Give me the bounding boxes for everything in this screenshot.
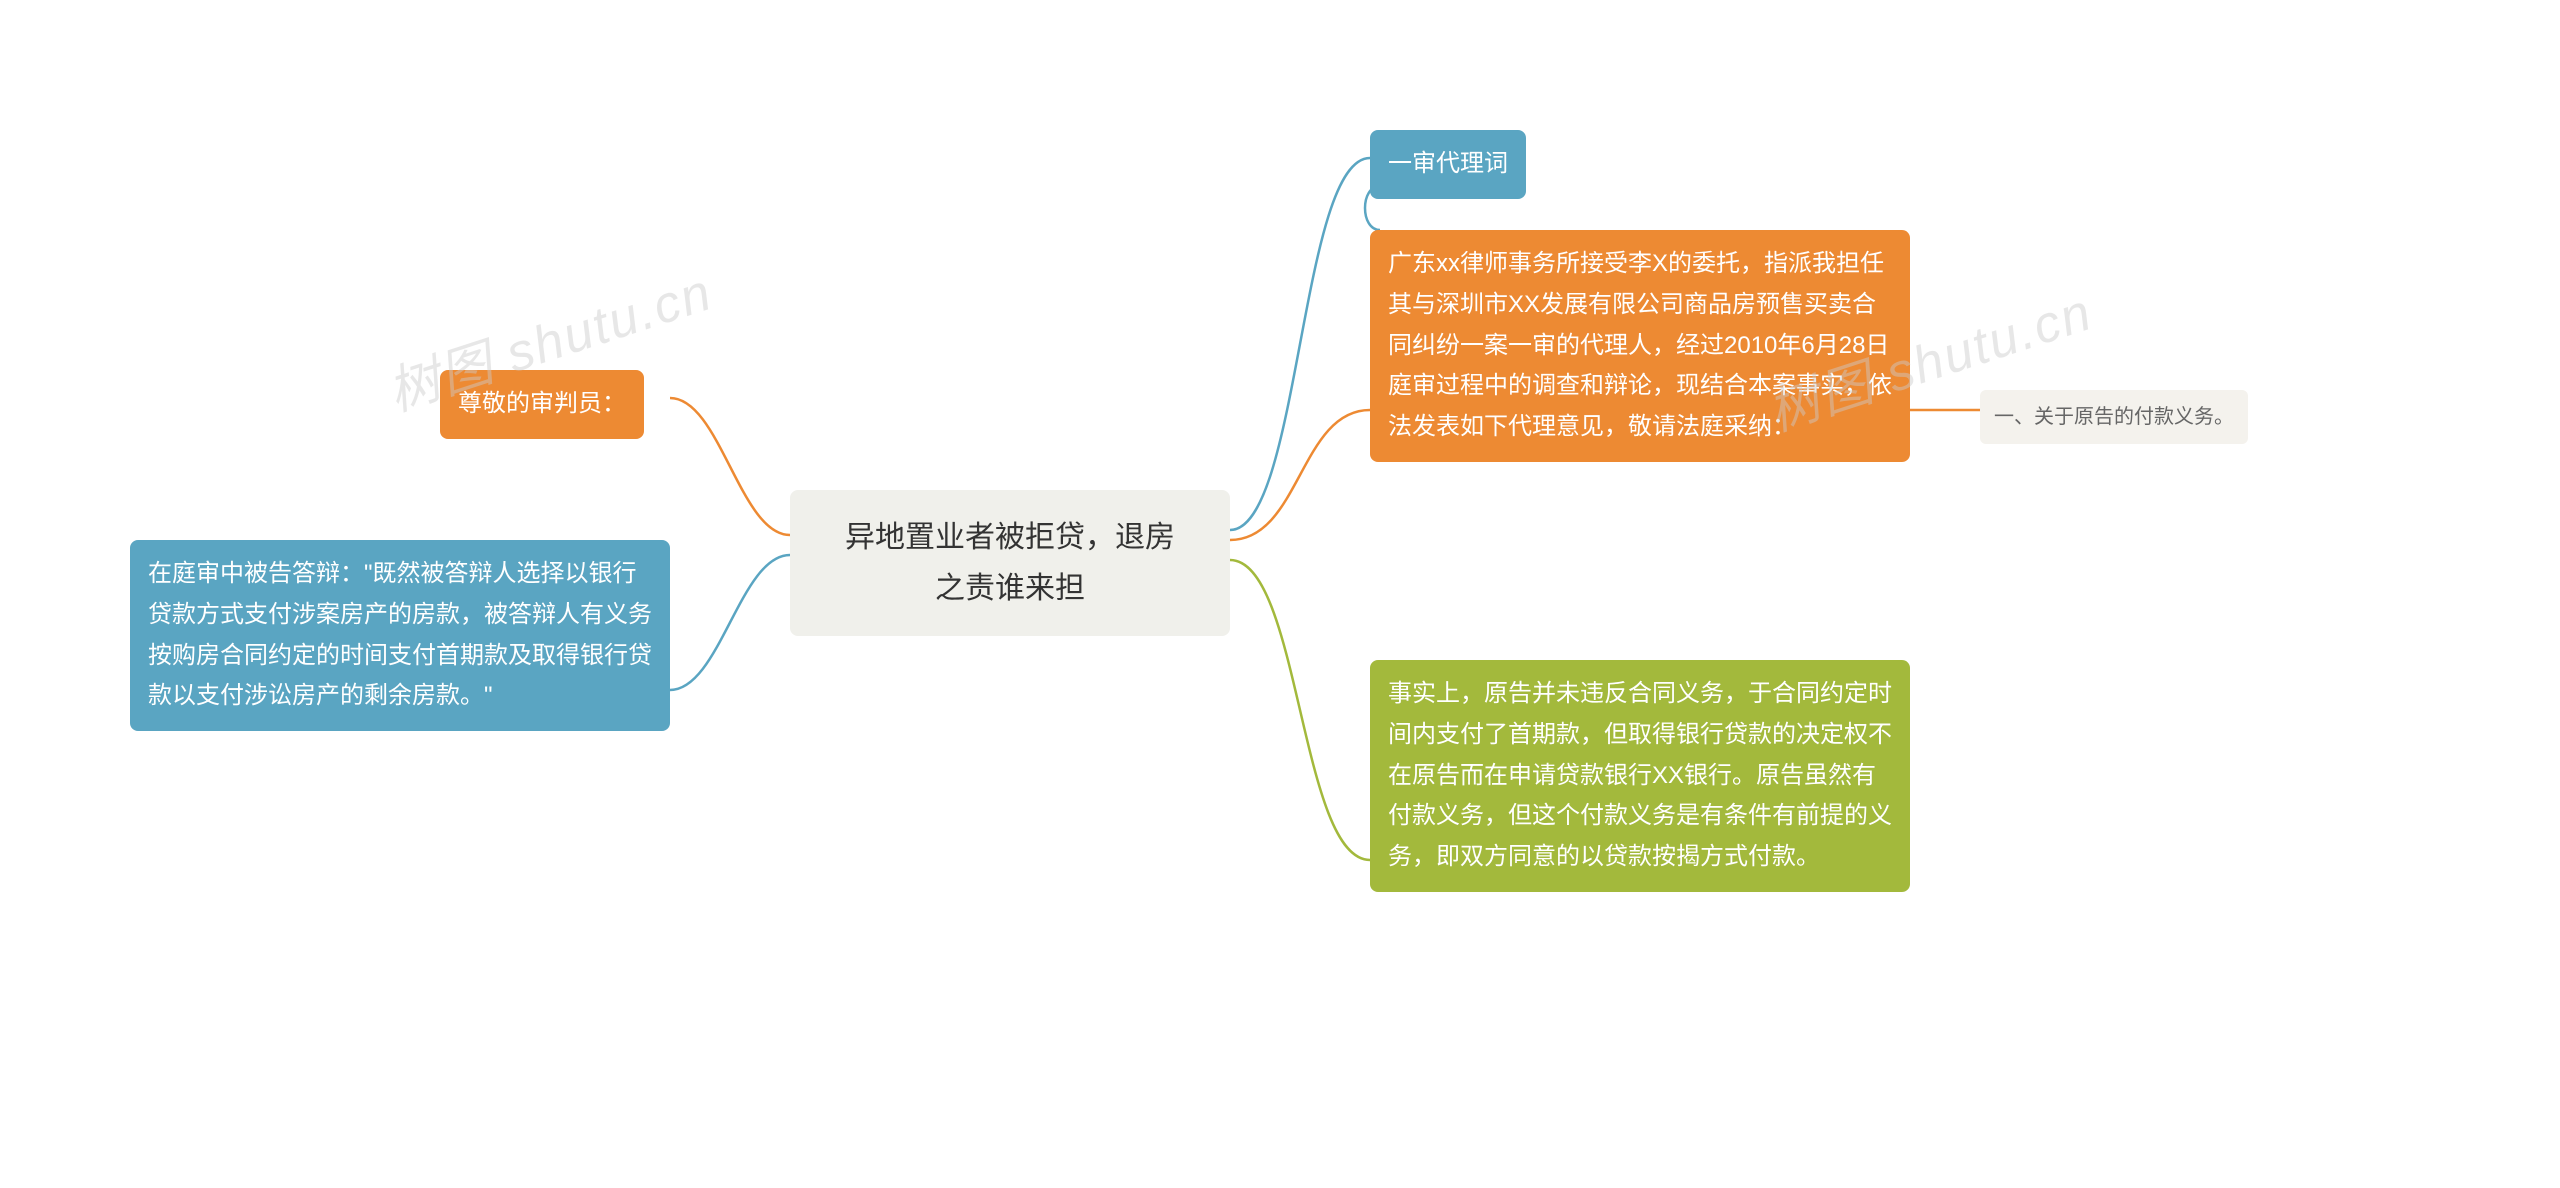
left-blue-node: 在庭审中被告答辩："既然被答辩人选择以银行贷款方式支付涉案房产的房款，被答辩人有… <box>130 540 670 731</box>
edge-center-right-orange <box>1230 410 1370 540</box>
right-orange-node: 广东xx律师事务所接受李X的委托，指派我担任其与深圳市XX发展有限公司商品房预售… <box>1370 230 1910 462</box>
edge-center-right-green <box>1230 560 1370 860</box>
leaf-node: 一、关于原告的付款义务。 <box>1980 390 2248 444</box>
right-green-node: 事实上，原告并未违反合同义务，于合同约定时间内支付了首期款，但取得银行贷款的决定… <box>1370 660 1910 892</box>
leaf-text: 一、关于原告的付款义务。 <box>1994 406 2234 428</box>
left-orange-node: 尊敬的审判员： <box>440 370 644 439</box>
left-orange-text: 尊敬的审判员： <box>458 390 626 417</box>
center-node: 异地置业者被拒贷，退房 之责谁来担 <box>790 490 1230 636</box>
right-blue-node: 一审代理词 <box>1370 130 1526 199</box>
edge-center-right-blue <box>1230 158 1370 530</box>
edge-center-left-blue <box>670 555 790 690</box>
edge-center-left-orange <box>670 398 790 535</box>
center-line1: 异地置业者被拒贷，退房 <box>818 512 1202 563</box>
right-blue-text: 一审代理词 <box>1388 150 1508 177</box>
center-line2: 之责谁来担 <box>818 563 1202 614</box>
right-orange-text: 广东xx律师事务所接受李X的委托，指派我担任其与深圳市XX发展有限公司商品房预售… <box>1388 250 1892 440</box>
right-green-text: 事实上，原告并未违反合同义务，于合同约定时间内支付了首期款，但取得银行贷款的决定… <box>1388 680 1892 870</box>
left-blue-text: 在庭审中被告答辩："既然被答辩人选择以银行贷款方式支付涉案房产的房款，被答辩人有… <box>148 560 652 709</box>
